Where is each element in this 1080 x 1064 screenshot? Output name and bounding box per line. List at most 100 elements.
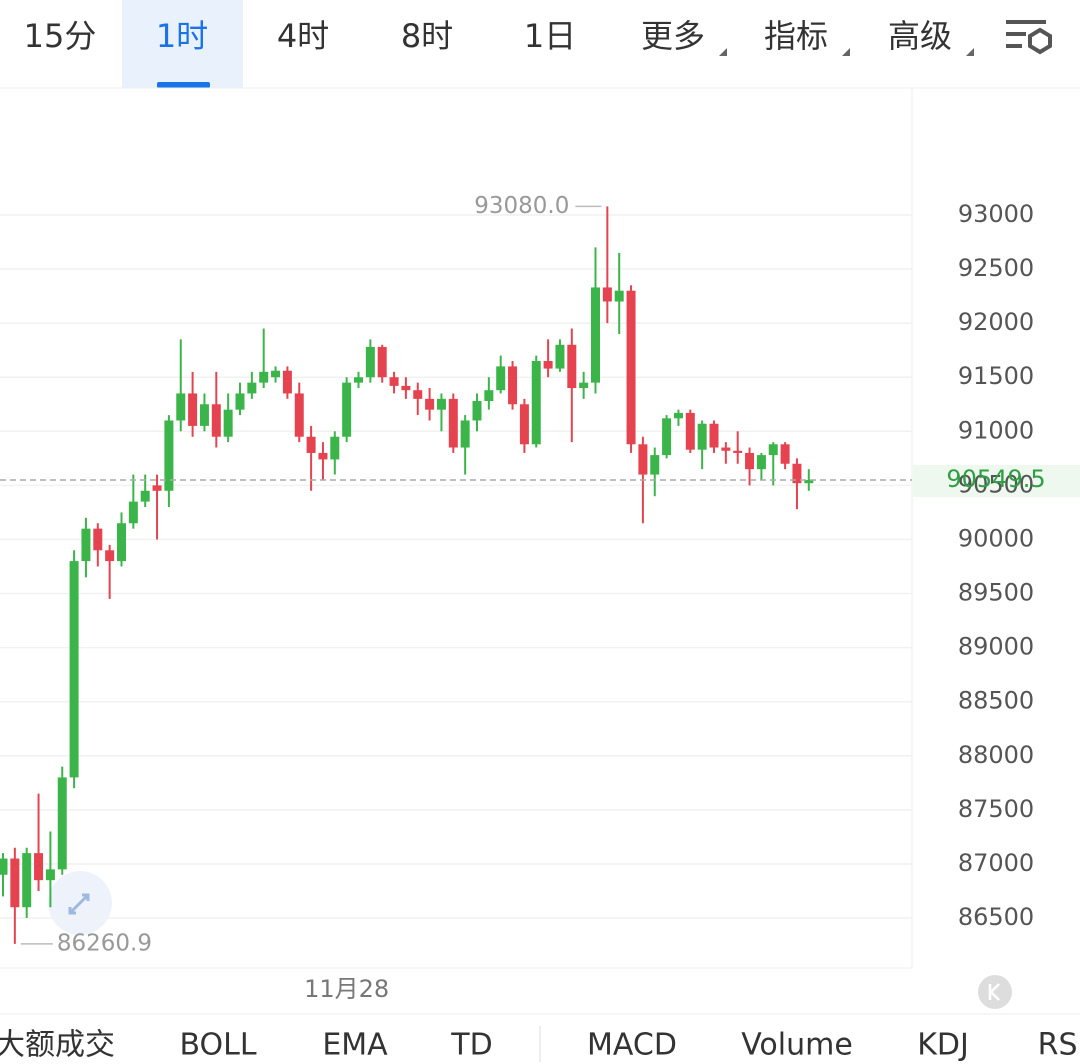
candle-body	[69, 561, 79, 778]
candle-body	[34, 853, 44, 881]
y-tick-label: 90500	[958, 470, 1034, 498]
candle-body	[496, 366, 506, 391]
candle-body	[259, 371, 269, 383]
candle-body	[460, 420, 470, 448]
candle-body	[673, 412, 683, 419]
candle-body	[531, 360, 541, 445]
candle-body	[792, 463, 802, 484]
candle-body	[247, 382, 257, 394]
candle-body	[591, 287, 600, 383]
indicator-tab[interactable]: RSI	[1038, 1028, 1080, 1063]
candle-body	[140, 490, 150, 502]
candle-body	[436, 398, 446, 410]
k-button[interactable]	[978, 975, 1012, 1009]
candle-body	[365, 346, 375, 378]
candle-body	[57, 777, 67, 870]
candle-body	[188, 393, 198, 426]
candle-body	[780, 444, 790, 464]
candle-body	[519, 404, 529, 445]
low-annotation: 86260.9	[57, 930, 152, 956]
tab[interactable]: 1日	[524, 17, 576, 55]
candle-body	[199, 404, 209, 426]
candle-body	[282, 370, 292, 394]
candle-body	[330, 436, 340, 460]
candle-body	[271, 370, 281, 378]
candle-body	[626, 290, 636, 445]
indicator-tab[interactable]: MACD	[587, 1028, 677, 1063]
y-tick-label: 88500	[958, 687, 1034, 715]
candle-body	[685, 412, 695, 450]
tab[interactable]: 4时	[277, 17, 329, 55]
candle-body	[211, 404, 221, 437]
candle-body	[152, 485, 162, 491]
active-tab-bg	[122, 0, 243, 88]
y-tick-label: 90000	[958, 524, 1034, 552]
indicator-tab[interactable]: KDJ	[917, 1028, 969, 1063]
y-tick-label: 86500	[958, 903, 1034, 931]
candle-body	[413, 390, 423, 399]
candle-body	[733, 450, 743, 453]
candle-body	[709, 423, 719, 448]
candle-body	[484, 390, 494, 402]
indicator-tab[interactable]: TD	[450, 1028, 492, 1063]
candle-body	[567, 344, 577, 389]
tab[interactable]: 指标	[764, 17, 828, 55]
active-tab-underline	[157, 82, 210, 88]
candle-body	[721, 447, 731, 451]
tab[interactable]: 高级	[888, 17, 952, 55]
tab[interactable]: 8时	[401, 17, 453, 55]
candle-body	[235, 393, 245, 410]
y-tick-label: 91000	[958, 416, 1034, 444]
candle-body	[804, 480, 814, 484]
candle-body	[10, 858, 20, 908]
candle-body	[768, 444, 778, 456]
indicator-tab[interactable]: EMA	[322, 1028, 388, 1063]
indicator-tab[interactable]: Volume	[741, 1028, 853, 1063]
candle-body	[401, 385, 411, 391]
candle-body	[128, 501, 138, 524]
candle-body	[389, 377, 399, 386]
y-tick-label: 93000	[958, 200, 1034, 228]
last-price-label: 90549.5	[946, 465, 1045, 493]
y-tick-label: 91500	[958, 362, 1034, 390]
y-tick-label: 89500	[958, 579, 1034, 607]
expand-icon[interactable]	[48, 871, 112, 935]
candle-body	[745, 452, 755, 470]
candle-body	[448, 398, 458, 448]
y-tick-label: 92500	[958, 254, 1034, 282]
candle-body	[164, 420, 174, 491]
dropdown-mark	[842, 48, 850, 56]
candle-body	[105, 550, 115, 562]
y-tick-label: 87500	[958, 795, 1034, 823]
tab[interactable]: 1时	[156, 17, 208, 55]
candle-body	[555, 344, 565, 369]
candle-body	[318, 452, 328, 460]
candle-body	[650, 455, 660, 475]
y-tick-label: 89000	[958, 633, 1034, 661]
candle-body	[543, 360, 553, 369]
candle-body	[756, 455, 766, 470]
indicator-tab[interactable]: 大额成交	[0, 1028, 115, 1063]
candle-body	[638, 444, 648, 475]
y-tick-label: 92000	[958, 308, 1034, 336]
y-tick-label: 88000	[958, 741, 1034, 769]
candle-body	[662, 418, 672, 456]
candle-body	[45, 869, 55, 881]
candle-body	[0, 858, 8, 875]
candle-body	[377, 346, 387, 378]
candle-body	[117, 523, 126, 562]
candle-body	[614, 290, 624, 302]
settings-icon[interactable]	[1006, 20, 1052, 55]
indicator-tab[interactable]: BOLL	[179, 1028, 256, 1063]
tab[interactable]: 更多	[641, 17, 705, 55]
tab[interactable]: 15分	[24, 17, 97, 55]
candle-body	[176, 393, 186, 421]
high-annotation: 93080.0	[474, 193, 569, 219]
candle-body	[354, 377, 363, 383]
candle-body	[93, 528, 103, 551]
candle-body	[697, 423, 707, 450]
candle-body	[306, 436, 316, 453]
x-tick-label: 11月28	[304, 975, 389, 1003]
candle-body	[579, 382, 589, 389]
